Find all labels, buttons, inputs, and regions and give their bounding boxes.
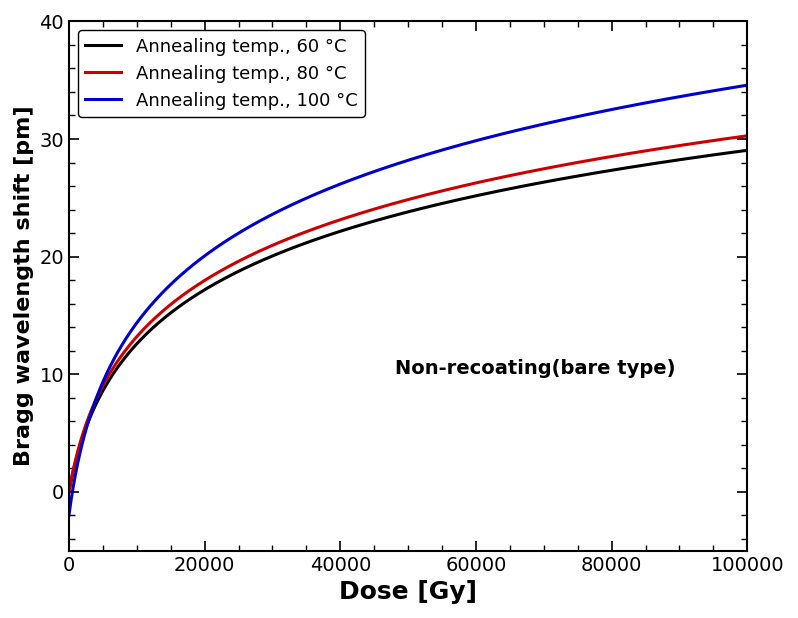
Annealing temp., 80 °C — [571, 159, 580, 167]
Annealing temp., 60 °C — [188, 294, 197, 302]
Annealing temp., 100 °C — [571, 113, 580, 121]
Annealing temp., 80 °C — [742, 132, 752, 140]
Line: Annealing temp., 100 °C: Annealing temp., 100 °C — [69, 85, 747, 515]
Annealing temp., 60 °C — [571, 173, 580, 180]
Line: Annealing temp., 60 °C: Annealing temp., 60 °C — [69, 150, 747, 492]
Legend: Annealing temp., 60 °C, Annealing temp., 80 °C, Annealing temp., 100 °C: Annealing temp., 60 °C, Annealing temp.,… — [78, 30, 365, 117]
Annealing temp., 60 °C — [505, 185, 515, 192]
Annealing temp., 80 °C — [471, 179, 480, 187]
Annealing temp., 80 °C — [64, 488, 73, 496]
Text: Non-recoating(bare type): Non-recoating(bare type) — [394, 359, 675, 378]
Annealing temp., 100 °C — [471, 137, 480, 145]
Annealing temp., 80 °C — [323, 220, 333, 227]
Annealing temp., 100 °C — [742, 82, 752, 89]
Line: Annealing temp., 80 °C: Annealing temp., 80 °C — [69, 136, 747, 492]
Annealing temp., 60 °C — [622, 164, 631, 172]
Annealing temp., 80 °C — [505, 172, 515, 179]
Annealing temp., 100 °C — [505, 129, 515, 136]
Annealing temp., 60 °C — [471, 192, 480, 200]
Annealing temp., 60 °C — [323, 232, 333, 239]
X-axis label: Dose [Gy]: Dose [Gy] — [339, 580, 477, 604]
Annealing temp., 100 °C — [188, 262, 197, 269]
Annealing temp., 60 °C — [742, 146, 752, 154]
Annealing temp., 100 °C — [622, 103, 631, 110]
Y-axis label: Bragg wavelength shift [pm]: Bragg wavelength shift [pm] — [14, 106, 34, 467]
Annealing temp., 100 °C — [64, 512, 73, 519]
Annealing temp., 100 °C — [323, 185, 333, 193]
Annealing temp., 80 °C — [188, 285, 197, 292]
Annealing temp., 80 °C — [622, 150, 631, 158]
Annealing temp., 60 °C — [64, 488, 73, 496]
